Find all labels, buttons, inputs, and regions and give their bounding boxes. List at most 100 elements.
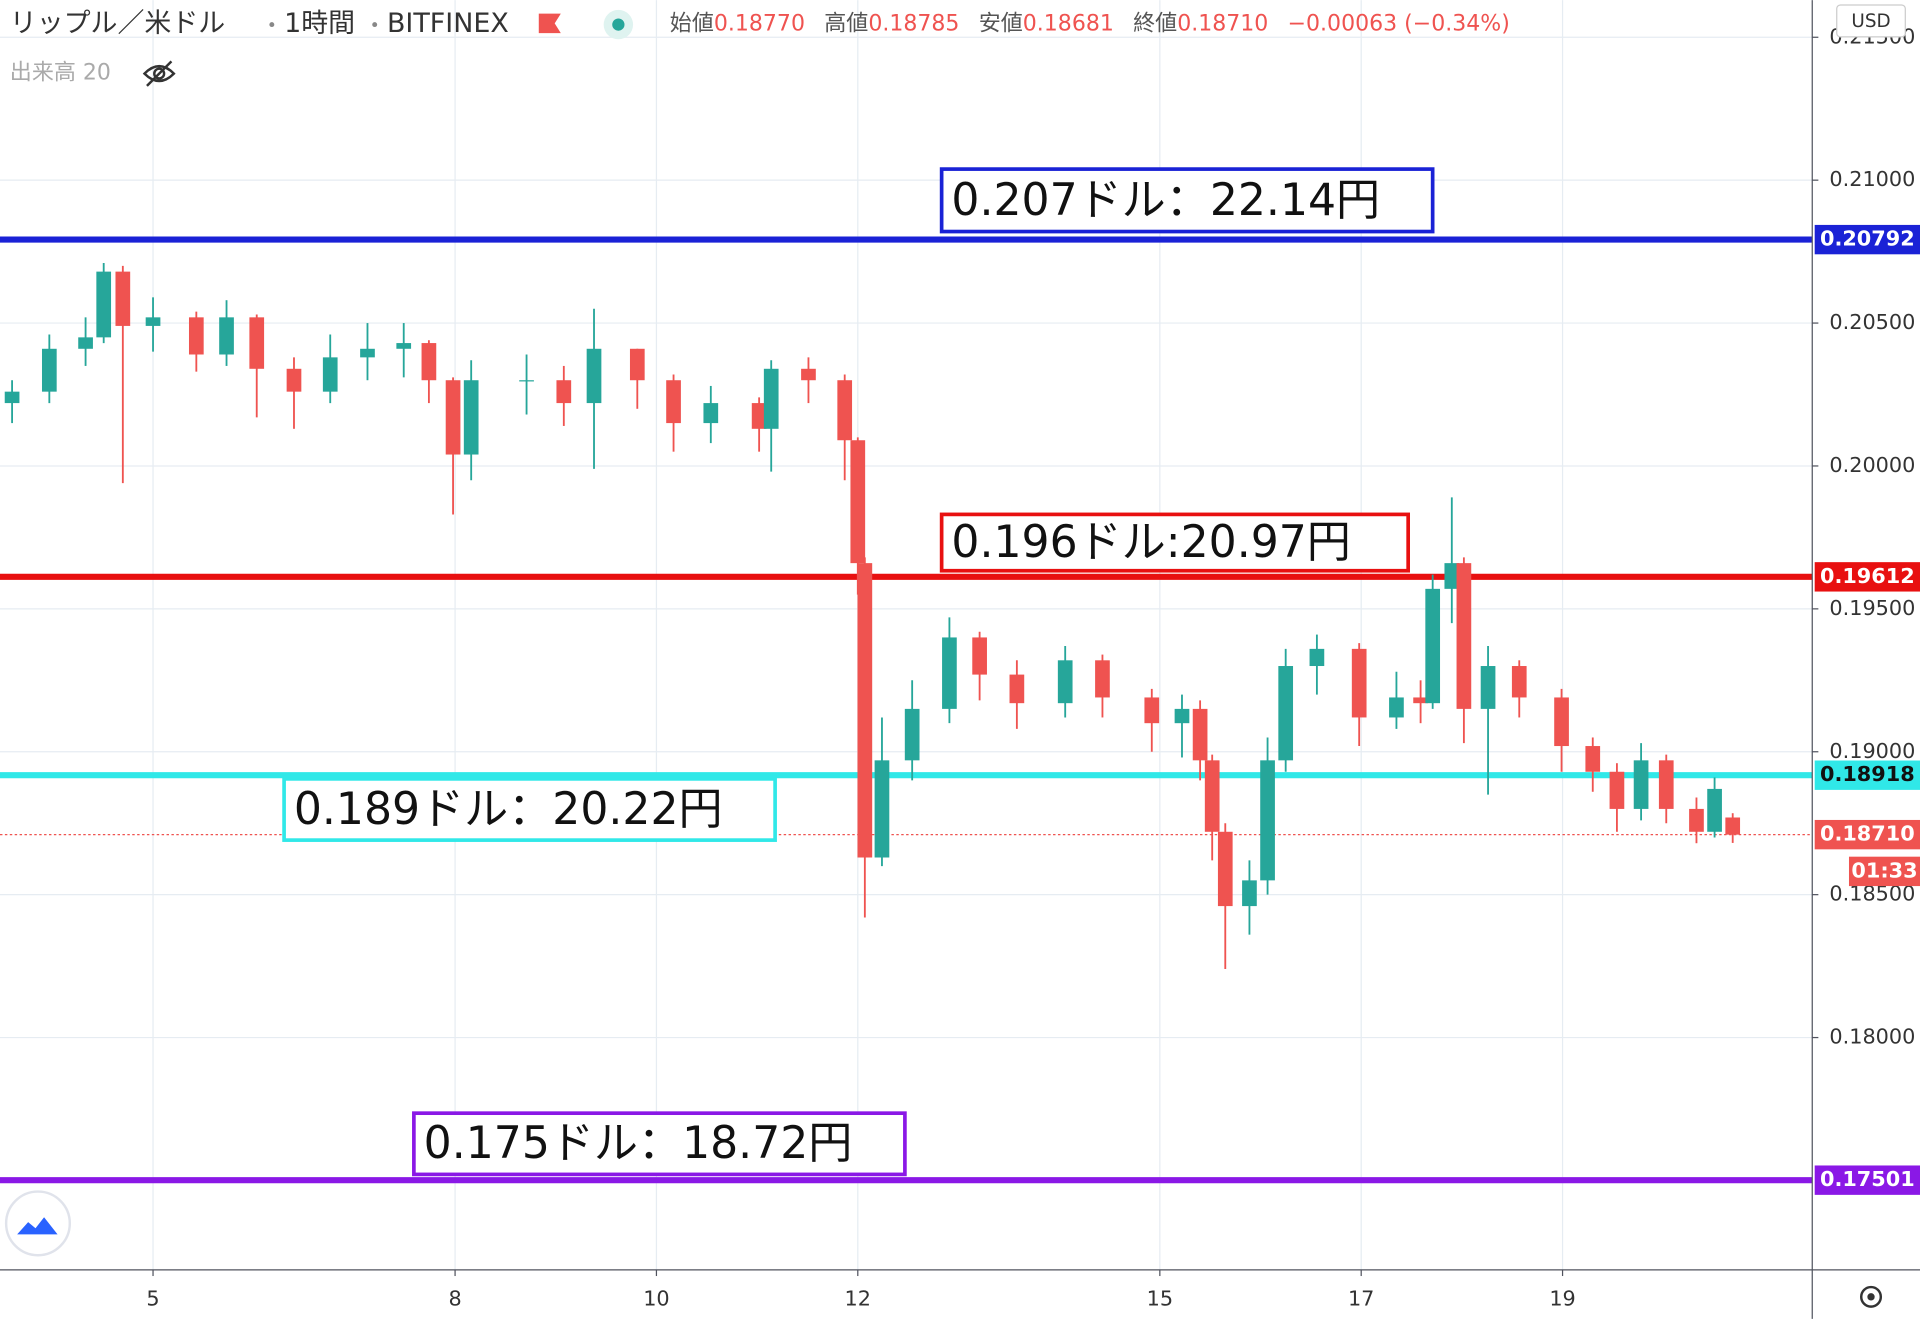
candle-body — [1192, 708, 1208, 761]
countdown: 01:33 — [1851, 858, 1917, 882]
logo[interactable] — [4, 1190, 72, 1257]
currency-box[interactable] — [1836, 4, 1906, 38]
level-tag — [1814, 224, 1920, 255]
gear — [1860, 1285, 1883, 1308]
x-tick-label: 15 — [1147, 1286, 1173, 1310]
y-tick-label: 0.21000 — [1829, 167, 1915, 191]
candle-body — [1585, 746, 1601, 772]
candle-body — [249, 317, 265, 369]
candle-body — [1480, 666, 1496, 709]
ohlc-value: 0.18770 — [714, 12, 805, 37]
candle-body — [421, 343, 437, 381]
candle-body — [972, 637, 987, 675]
candle-body — [1658, 760, 1674, 809]
candle-body — [78, 337, 93, 349]
price-axis-bg — [1812, 0, 1920, 1319]
candle-body — [219, 317, 234, 355]
x-tick-label: 17 — [1348, 1286, 1374, 1310]
candle-body — [1444, 563, 1460, 589]
candle-body — [1095, 660, 1110, 698]
ohlc-label: 高値 — [824, 12, 868, 37]
candle-body — [360, 348, 375, 358]
eye-pupil — [153, 67, 166, 80]
candle-body — [1260, 760, 1275, 881]
candle-body — [703, 403, 719, 424]
status-dot — [612, 18, 625, 31]
candle-body — [1413, 697, 1428, 704]
y-tick-label: 0.19500 — [1829, 596, 1915, 620]
candle-body — [1278, 666, 1294, 761]
exchange: BITFINEX — [387, 8, 509, 39]
ohlc-value: 0.18785 — [868, 12, 959, 37]
candle-body — [96, 271, 112, 338]
settings-icon[interactable] — [1860, 1285, 1883, 1308]
candle-body — [1057, 660, 1073, 704]
candle-body — [519, 380, 534, 382]
candle-body — [145, 317, 161, 326]
candle-body — [666, 380, 681, 424]
candle-body — [188, 317, 204, 355]
level-label: 0.17501 — [1820, 1167, 1915, 1191]
candle-body — [286, 368, 302, 392]
y-tick-label: 0.19000 — [1829, 739, 1915, 763]
candle-body — [1217, 831, 1233, 907]
candle-body — [1009, 674, 1025, 704]
level-tag — [1814, 562, 1920, 592]
note-box — [412, 1111, 907, 1177]
current-price-tag — [1814, 819, 1920, 850]
candle-body — [1511, 666, 1527, 698]
ohlc-value: 0.18681 — [1023, 12, 1114, 37]
levels — [0, 236, 1813, 1184]
currency: USD — [1851, 11, 1890, 32]
separator — [269, 22, 275, 28]
countdown-tag — [1848, 856, 1920, 887]
volume-label: 出来高 20 — [10, 61, 111, 86]
candle-body — [556, 380, 572, 404]
candle-body — [629, 348, 645, 381]
candle-body — [837, 380, 853, 441]
candle-body — [115, 271, 131, 326]
candle-body — [322, 357, 338, 392]
flag-icon[interactable] — [538, 13, 561, 34]
candle-body — [1144, 697, 1160, 724]
note-text: 0.207ドル：22.14円 — [951, 175, 1380, 226]
candle-body — [1707, 788, 1722, 832]
candle-body — [445, 380, 461, 455]
level-tag — [1814, 760, 1920, 790]
candle-body — [801, 368, 816, 381]
x-tick-label: 10 — [643, 1286, 669, 1310]
note-text: 0.196ドル:20.97円 — [951, 517, 1350, 568]
candle-body — [1242, 880, 1257, 907]
symbol: リップル／米ドル — [10, 8, 225, 39]
candle-body — [4, 391, 20, 404]
candle-body — [874, 760, 890, 858]
hide-icon[interactable] — [142, 60, 176, 87]
level-label: 0.20792 — [1820, 227, 1915, 251]
candle-body — [41, 348, 57, 392]
eye-strike — [146, 60, 173, 87]
candle-body — [1689, 808, 1704, 832]
x-tick-label: 12 — [845, 1286, 871, 1310]
ohlc-label: 安値 — [979, 12, 1023, 37]
ohlc-label: 始値 — [670, 12, 714, 37]
candle-body — [396, 343, 412, 349]
ohlc-label: 終値 — [1133, 12, 1177, 37]
note-text: 0.175ドル：18.72円 — [424, 1118, 853, 1169]
gear-hub — [1867, 1293, 1875, 1301]
y-tick-label: 0.20500 — [1829, 310, 1915, 334]
note-box — [939, 167, 1435, 234]
candle-body — [857, 563, 873, 858]
candle-body — [1174, 708, 1190, 724]
y-tick-label: 0.18000 — [1829, 1025, 1915, 1049]
level-tag — [1814, 1165, 1920, 1195]
change: −0.00063 (−0.34%) — [1288, 12, 1510, 37]
y-tick-label: 0.20000 — [1829, 453, 1915, 477]
candle-body — [850, 440, 866, 564]
notes: 0.207ドル：22.14円 0.196ドル:20.97円 0.189ドル：20.2… — [282, 167, 1435, 1177]
candle-body — [763, 368, 779, 429]
candle-body — [1351, 648, 1367, 718]
candle-body — [1633, 760, 1649, 809]
x-tick-label: 8 — [448, 1286, 461, 1310]
